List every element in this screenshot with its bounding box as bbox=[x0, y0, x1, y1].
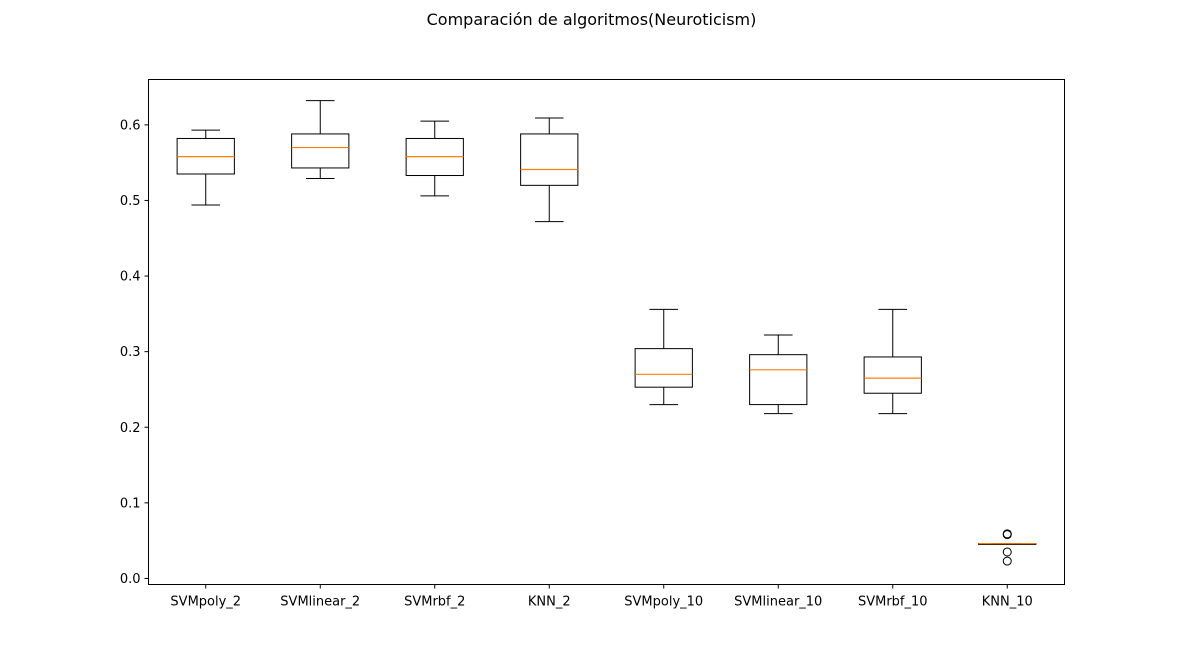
y-tick-label: 0.0 bbox=[120, 572, 141, 587]
box-group-SVMlinear_2 bbox=[291, 100, 350, 180]
box bbox=[863, 356, 922, 394]
boxes-layer bbox=[176, 100, 1037, 566]
box-group-KNN_2 bbox=[520, 117, 579, 223]
x-tick-label: SVMlinear_10 bbox=[734, 595, 822, 610]
box bbox=[634, 348, 693, 388]
x-tick-label: SVMlinear_2 bbox=[280, 595, 360, 610]
x-tick-label: SVMpoly_10 bbox=[624, 595, 703, 610]
box bbox=[291, 133, 350, 169]
y-axis: 0.0 0.1 0.2 0.3 0.4 0.5 0.6 bbox=[120, 118, 149, 587]
outlier-point bbox=[1002, 529, 1012, 539]
x-tick-label: SVMrbf_2 bbox=[404, 595, 465, 610]
x-tick-label: KNN_10 bbox=[982, 595, 1033, 610]
y-tick-label: 0.2 bbox=[120, 421, 141, 436]
chart-title: Comparación de algoritmos(Neuroticism) bbox=[426, 10, 757, 29]
outlier-point bbox=[1002, 547, 1012, 557]
box bbox=[749, 354, 808, 406]
y-tick-label: 0.5 bbox=[120, 194, 141, 209]
box-group-SVMrbf_10 bbox=[863, 308, 922, 415]
y-tick-label: 0.6 bbox=[120, 118, 141, 133]
plot-frame bbox=[148, 79, 1065, 585]
box-group-SVMpoly_10 bbox=[634, 308, 693, 406]
y-tick-label: 0.1 bbox=[120, 496, 141, 511]
y-tick-label: 0.4 bbox=[120, 270, 141, 285]
x-tick-label: SVMrbf_10 bbox=[858, 595, 928, 610]
x-tick-label: SVMpoly_2 bbox=[170, 595, 241, 610]
x-axis: SVMpoly_2 SVMlinear_2 SVMrbf_2 KNN_2 SVMpoly… bbox=[170, 584, 1033, 610]
box-group-SVMpoly_2 bbox=[176, 129, 235, 206]
outlier-point bbox=[1002, 556, 1012, 566]
x-tick-label: KNN_2 bbox=[528, 595, 571, 610]
y-tick-label: 0.3 bbox=[120, 345, 141, 360]
box-group-KNN_10 bbox=[978, 529, 1037, 566]
box-group-SVMlinear_10 bbox=[749, 334, 808, 415]
box bbox=[520, 133, 579, 186]
box-group-SVMrbf_2 bbox=[405, 120, 464, 197]
